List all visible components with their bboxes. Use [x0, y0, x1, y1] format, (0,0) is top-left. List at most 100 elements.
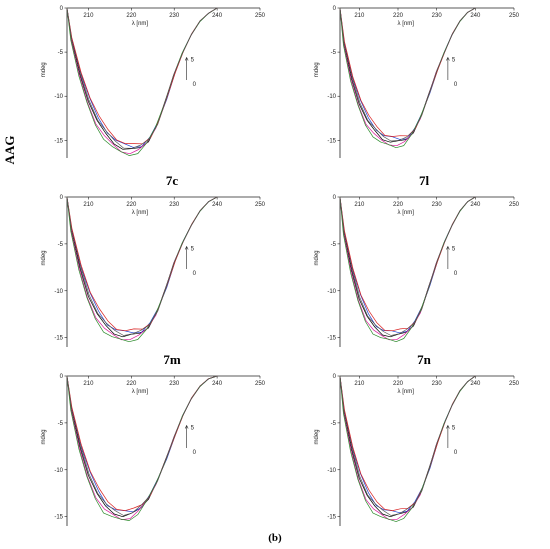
x-tick-label: 250: [255, 202, 266, 208]
x-tick-label: 210: [83, 202, 94, 208]
y-tick-label: -10: [54, 468, 63, 474]
chart-panel-5: 210 220 230 240 250 λ [nm] 0 -5 -10 -15 mdeg 5 0: [41, 374, 266, 526]
series-line: [339, 196, 476, 336]
x-tick-label: 240: [212, 13, 223, 19]
x-tick-label: 220: [393, 13, 404, 19]
x-tick-label: 240: [470, 13, 481, 19]
chart-panel-3: 210 220 230 240 250 λ [nm] 0 -5 -10 -15 mdeg 5 0: [41, 195, 266, 347]
series-line: [339, 375, 476, 511]
series-line: [66, 375, 218, 521]
y-tick-label: 0: [333, 6, 337, 12]
series-line: [339, 375, 476, 514]
y-tick-label: -5: [331, 421, 337, 427]
y-tick-label: -5: [331, 50, 337, 56]
y-tick-label: -15: [327, 138, 336, 144]
series-line: [66, 196, 218, 332]
series-line: [339, 375, 476, 521]
series-line: [339, 7, 476, 137]
arrow-label-bottom: 0: [193, 82, 197, 88]
series-line: [339, 196, 476, 332]
x-tick-label: 230: [432, 13, 443, 19]
series-line: [339, 7, 476, 142]
arrow-head-icon: [446, 424, 450, 429]
panel-label-1: 7c: [166, 173, 179, 188]
series-line: [66, 375, 218, 511]
y-axis-title: mdeg: [314, 429, 320, 444]
y-tick-label: -5: [58, 242, 64, 248]
y-axis-title: mdeg: [41, 250, 47, 265]
x-axis-title: λ [nm]: [132, 210, 149, 216]
x-tick-label: 250: [255, 13, 266, 19]
series-line: [66, 375, 218, 513]
series-line: [66, 196, 218, 336]
series-line: [339, 196, 476, 334]
x-axis-title: λ [nm]: [398, 389, 415, 395]
y-tick-label: 0: [333, 374, 337, 380]
arrow-head-icon: [184, 424, 189, 429]
y-tick-label: -5: [58, 421, 64, 427]
series-line: [66, 375, 218, 518]
series-line: [339, 7, 476, 140]
x-tick-label: 250: [255, 381, 266, 387]
x-tick-label: 220: [126, 13, 137, 19]
x-tick-label: 230: [169, 202, 180, 208]
arrow-head-icon: [184, 56, 189, 61]
arrow-label-bottom: 0: [454, 271, 458, 277]
arrow-label-top: 5: [191, 58, 195, 64]
x-tick-label: 240: [212, 202, 223, 208]
y-tick-label: -10: [327, 94, 336, 100]
y-tick-label: -15: [54, 336, 63, 342]
x-tick-label: 220: [126, 381, 137, 387]
y-tick-label: -10: [54, 289, 63, 295]
arrow-head-icon: [446, 245, 450, 250]
x-tick-label: 230: [169, 381, 180, 387]
x-tick-label: 240: [470, 202, 481, 208]
x-tick-label: 230: [169, 13, 180, 19]
y-tick-label: -10: [327, 289, 336, 295]
y-axis-title: mdeg: [314, 250, 320, 265]
y-tick-label: -10: [54, 94, 63, 100]
arrow-label-bottom: 0: [193, 271, 197, 277]
series-line: [66, 7, 218, 145]
x-tick-label: 210: [354, 381, 365, 387]
series-line: [339, 375, 476, 516]
panel-label-4: 7n: [417, 352, 432, 367]
x-tick-label: 210: [83, 381, 94, 387]
y-tick-label: 0: [60, 195, 64, 201]
arrow-label-bottom: 0: [193, 450, 197, 456]
chart-panel-6: 210 220 230 240 250 λ [nm] 0 -5 -10 -15 mdeg 5 0: [314, 374, 520, 526]
chart-panel-2: 210 220 230 240 250 λ [nm] 0 -5 -10 -15 mdeg 5 0: [314, 6, 520, 158]
arrow-label-top: 5: [191, 426, 195, 432]
x-axis-title: λ [nm]: [132, 21, 149, 27]
series-line: [339, 196, 476, 341]
y-tick-label: 0: [60, 6, 64, 12]
x-tick-label: 240: [212, 381, 223, 387]
series-line: [66, 196, 218, 341]
x-tick-label: 250: [509, 381, 520, 387]
x-tick-label: 210: [354, 202, 365, 208]
x-tick-label: 220: [393, 202, 404, 208]
figure-label: (b): [268, 532, 282, 544]
y-tick-label: -5: [331, 242, 337, 248]
series-line: [339, 375, 476, 518]
chart-panel-4: 210 220 230 240 250 λ [nm] 0 -5 -10 -15 mdeg 5 0: [314, 195, 520, 347]
series-line: [66, 375, 218, 521]
panel-label-3: 7m: [163, 352, 181, 367]
x-tick-label: 220: [393, 381, 404, 387]
x-axis-title: λ [nm]: [132, 389, 149, 395]
x-tick-label: 230: [432, 381, 443, 387]
y-tick-label: -15: [327, 336, 336, 342]
series-line: [66, 375, 218, 516]
arrow-label-top: 5: [452, 426, 456, 432]
series-line: [339, 375, 476, 522]
y-axis-title: mdeg: [41, 62, 47, 77]
arrow-label-top: 5: [191, 247, 195, 253]
y-tick-label: 0: [333, 195, 337, 201]
y-axis-title: mdeg: [41, 429, 47, 444]
arrow-label-bottom: 0: [454, 82, 458, 88]
series-line: [66, 196, 218, 338]
x-tick-label: 220: [126, 202, 137, 208]
series-line: [339, 7, 476, 143]
y-tick-label: -10: [327, 468, 336, 474]
